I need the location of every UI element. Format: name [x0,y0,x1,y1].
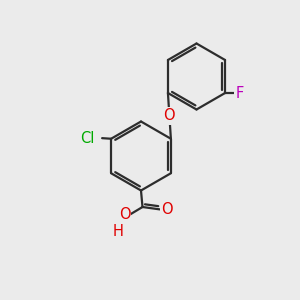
Text: O: O [161,202,172,217]
Text: O: O [164,108,175,123]
Text: F: F [236,85,244,100]
Text: Cl: Cl [80,131,94,146]
Text: O: O [119,207,130,222]
Text: H: H [112,224,123,238]
